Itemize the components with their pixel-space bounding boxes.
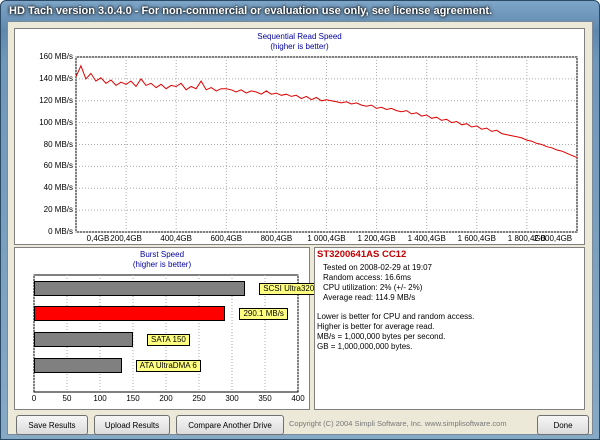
- burst-x-tick: 250: [192, 394, 206, 403]
- burst-x-tick: 0: [31, 394, 37, 403]
- read-y-tick: 20 MB/s: [43, 205, 73, 215]
- read-y-tick: 40 MB/s: [43, 183, 73, 193]
- read-x-tick: 1 800,4GB: [507, 234, 547, 243]
- burst-bar-label: SCSI Ultra320: [259, 283, 319, 295]
- read-x-tick: 1 400,4GB: [407, 234, 446, 243]
- read-y-tick: 60 MB/s: [43, 161, 73, 171]
- drive-info-panel: ST3200641AS CC12 Tested on 2008-02-29 at…: [314, 247, 585, 410]
- read-x-tick: 2 000,4GB: [533, 234, 573, 243]
- read-speed-chart: [75, 56, 578, 233]
- window-title: HD Tach version 3.0.4.0 - For non-commer…: [9, 5, 493, 17]
- burst-x-tick: 400: [291, 394, 305, 403]
- read-y-tick: 80 MB/s: [43, 139, 73, 149]
- read-y-tick: 140 MB/s: [39, 73, 73, 83]
- upload-results-button[interactable]: Upload Results: [94, 415, 170, 435]
- note-higher-better: Higher is better for average read.: [317, 322, 435, 331]
- read-y-tick: 160 MB/s: [39, 52, 73, 61]
- read-chart-subtitle: (higher is better): [270, 42, 329, 51]
- burst-x-tick: 200: [159, 394, 173, 403]
- note-mbs-definition: MB/s = 1,000,000 bytes per second.: [317, 332, 446, 341]
- compare-drive-label: Compare Another Drive: [188, 420, 272, 430]
- note-gb-definition: GB = 1,000,000,000 bytes.: [317, 342, 413, 351]
- burst-x-tick: 300: [225, 394, 239, 403]
- save-results-button[interactable]: Save Results: [16, 415, 88, 435]
- drive-model: ST3200641AS CC12: [317, 249, 407, 260]
- read-x-tick: 400,4GB: [160, 234, 192, 243]
- burst-bar: [34, 281, 246, 296]
- burst-speed-chart: [33, 274, 299, 393]
- done-label: Done: [553, 420, 573, 430]
- copyright-text: Copyright (C) 2004 Simpli Software, Inc.…: [289, 419, 507, 428]
- burst-bar-label: SATA 150: [147, 334, 190, 346]
- burst-x-tick: 150: [126, 394, 140, 403]
- read-x-tick: 1 600,4GB: [457, 234, 496, 243]
- cpu-utilization: CPU utilization: 2% (+/- 2%): [323, 283, 423, 292]
- read-chart-title: Sequential Read Speed: [257, 32, 342, 41]
- read-x-tick: 800,4GB: [260, 234, 293, 243]
- burst-bar-label: ATA UltraDMA 6: [135, 360, 201, 372]
- burst-x-tick: 350: [258, 394, 272, 403]
- burst-chart-panel: Burst Speed (higher is better) 0 50 100 150…: [14, 247, 319, 410]
- burst-chart-subtitle: (higher is better): [132, 260, 192, 269]
- title-bar[interactable]: HD Tach version 3.0.4.0 - For non-commer…: [1, 1, 600, 23]
- burst-bar-label: 290.1 MB/s: [239, 308, 288, 320]
- save-results-label: Save Results: [28, 420, 76, 430]
- read-x-tick: 1 000,4GB: [307, 234, 346, 243]
- burst-bar: [34, 358, 122, 373]
- burst-bar: [34, 332, 133, 347]
- burst-x-tick: 100: [93, 394, 107, 403]
- read-y-tick: 120 MB/s: [39, 95, 73, 105]
- read-x-tick: 200,4GB: [110, 234, 142, 243]
- burst-bar: [34, 306, 226, 321]
- upload-results-label: Upload Results: [104, 420, 160, 430]
- tested-on: Tested on 2008-02-29 at 19:07: [323, 263, 432, 272]
- done-button[interactable]: Done: [537, 415, 589, 435]
- read-y-tick: 0 MB/s: [48, 227, 73, 236]
- average-read: Average read: 114.9 MB/s: [323, 293, 416, 302]
- burst-chart-title: Burst Speed: [139, 250, 185, 259]
- read-x-tick: 1 200,4GB: [357, 234, 396, 243]
- read-x-tick: 0,4GB: [86, 234, 110, 243]
- random-access: Random access: 16.6ms: [323, 273, 412, 282]
- read-chart-panel: Sequential Read Speed (higher is better)…: [14, 28, 585, 245]
- read-x-tick: 600,4GB: [210, 234, 243, 243]
- client-area: Sequential Read Speed (higher is better)…: [7, 21, 593, 435]
- compare-drive-button[interactable]: Compare Another Drive: [176, 415, 284, 435]
- read-y-tick: 100 MB/s: [39, 117, 73, 127]
- burst-x-tick: 50: [62, 394, 72, 403]
- note-lower-better: Lower is better for CPU and random acces…: [317, 312, 475, 321]
- read-speed-line: [75, 64, 578, 159]
